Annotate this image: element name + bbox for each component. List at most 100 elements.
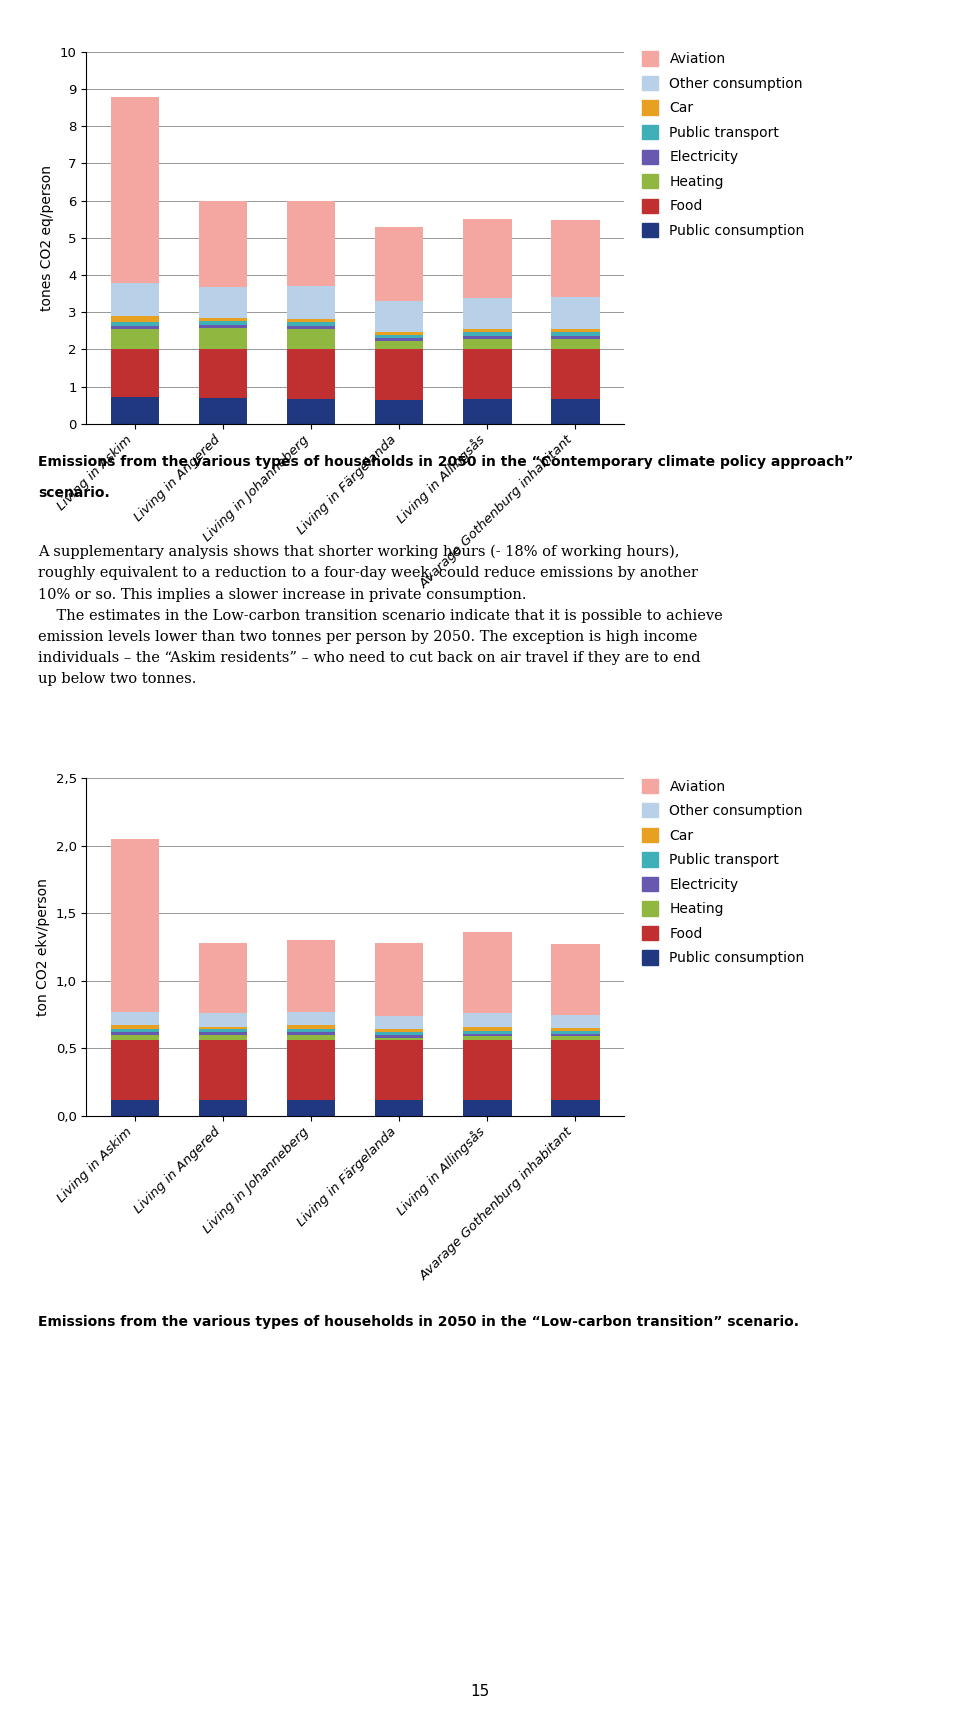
Bar bbox=[551, 1031, 600, 1033]
Bar bbox=[199, 318, 248, 322]
Bar bbox=[110, 398, 159, 424]
Bar bbox=[199, 1040, 248, 1100]
Bar bbox=[110, 839, 159, 1012]
Bar bbox=[199, 1028, 248, 1029]
Bar bbox=[110, 1040, 159, 1100]
Bar bbox=[110, 325, 159, 329]
Bar bbox=[551, 1036, 600, 1040]
Bar bbox=[110, 1012, 159, 1026]
Bar bbox=[375, 339, 423, 341]
Bar bbox=[199, 322, 248, 325]
Bar bbox=[551, 1014, 600, 1028]
Bar bbox=[199, 1035, 248, 1040]
Bar bbox=[551, 945, 600, 1014]
Y-axis label: ton CO2 ekv/person: ton CO2 ekv/person bbox=[36, 879, 50, 1016]
Bar bbox=[110, 329, 159, 349]
Bar bbox=[199, 349, 248, 398]
Bar bbox=[287, 1100, 335, 1116]
Bar bbox=[287, 941, 335, 1012]
Bar bbox=[199, 1029, 248, 1033]
Bar bbox=[110, 349, 159, 398]
Bar bbox=[199, 1100, 248, 1116]
Bar bbox=[199, 287, 248, 318]
Bar bbox=[287, 398, 335, 424]
Bar bbox=[110, 1026, 159, 1029]
Bar bbox=[110, 1029, 159, 1033]
Legend: Aviation, Other consumption, Car, Public transport, Electricity, Heating, Food, : Aviation, Other consumption, Car, Public… bbox=[641, 52, 804, 239]
Bar bbox=[463, 332, 512, 336]
Bar bbox=[110, 97, 159, 282]
Bar bbox=[287, 1026, 335, 1029]
Bar bbox=[375, 1035, 423, 1038]
Bar bbox=[375, 301, 423, 332]
Bar bbox=[375, 334, 423, 339]
Bar bbox=[551, 329, 600, 332]
Bar bbox=[110, 1035, 159, 1040]
Bar bbox=[375, 1100, 423, 1116]
Text: 15: 15 bbox=[470, 1683, 490, 1699]
Bar bbox=[287, 329, 335, 349]
Bar bbox=[375, 1029, 423, 1033]
Bar bbox=[375, 943, 423, 1016]
Bar bbox=[375, 349, 423, 400]
Bar bbox=[463, 220, 512, 298]
Bar bbox=[463, 1033, 512, 1036]
Bar bbox=[287, 1012, 335, 1026]
Bar bbox=[463, 329, 512, 332]
Bar bbox=[463, 1036, 512, 1040]
Text: scenario.: scenario. bbox=[38, 486, 110, 500]
Bar bbox=[463, 398, 512, 424]
Bar bbox=[287, 285, 335, 318]
Bar bbox=[287, 1035, 335, 1040]
Bar bbox=[199, 943, 248, 1014]
Bar bbox=[110, 1100, 159, 1116]
Bar bbox=[375, 1040, 423, 1100]
Bar bbox=[551, 336, 600, 339]
Bar bbox=[375, 227, 423, 301]
Bar bbox=[110, 322, 159, 325]
Bar bbox=[375, 1033, 423, 1035]
Bar bbox=[110, 1033, 159, 1035]
Bar bbox=[110, 282, 159, 315]
Bar bbox=[463, 298, 512, 329]
Bar bbox=[463, 1040, 512, 1100]
Bar bbox=[463, 1028, 512, 1031]
Bar bbox=[287, 1040, 335, 1100]
Bar bbox=[463, 339, 512, 349]
Bar bbox=[375, 400, 423, 424]
Bar bbox=[551, 1028, 600, 1031]
Text: Emissions from the various types of households in 2050 in the “Contemporary clim: Emissions from the various types of hous… bbox=[38, 455, 853, 469]
Bar bbox=[199, 1014, 248, 1028]
Bar bbox=[199, 325, 248, 329]
Bar bbox=[551, 339, 600, 349]
Bar bbox=[287, 322, 335, 325]
Bar bbox=[551, 298, 600, 329]
Y-axis label: tones CO2 eq/person: tones CO2 eq/person bbox=[40, 164, 55, 311]
Text: A supplementary analysis shows that shorter working hours (- 18% of working hour: A supplementary analysis shows that shor… bbox=[38, 545, 723, 687]
Bar bbox=[551, 349, 600, 400]
Bar bbox=[199, 398, 248, 424]
Bar bbox=[287, 325, 335, 329]
Bar bbox=[375, 1038, 423, 1040]
Bar bbox=[110, 315, 159, 322]
Bar bbox=[375, 341, 423, 349]
Bar bbox=[199, 201, 248, 287]
Bar bbox=[551, 1100, 600, 1116]
Bar bbox=[463, 932, 512, 1014]
Bar bbox=[463, 336, 512, 339]
Bar bbox=[551, 1040, 600, 1100]
Bar bbox=[551, 220, 600, 298]
Bar bbox=[463, 1100, 512, 1116]
Bar bbox=[287, 1033, 335, 1035]
Bar bbox=[287, 201, 335, 285]
Bar bbox=[463, 1031, 512, 1033]
Bar bbox=[463, 1014, 512, 1028]
Bar bbox=[199, 329, 248, 349]
Bar bbox=[199, 1033, 248, 1035]
Bar bbox=[287, 318, 335, 322]
Bar bbox=[375, 332, 423, 334]
Bar bbox=[463, 349, 512, 398]
Legend: Aviation, Other consumption, Car, Public transport, Electricity, Heating, Food, : Aviation, Other consumption, Car, Public… bbox=[641, 778, 804, 965]
Bar bbox=[375, 1016, 423, 1029]
Bar bbox=[287, 1029, 335, 1033]
